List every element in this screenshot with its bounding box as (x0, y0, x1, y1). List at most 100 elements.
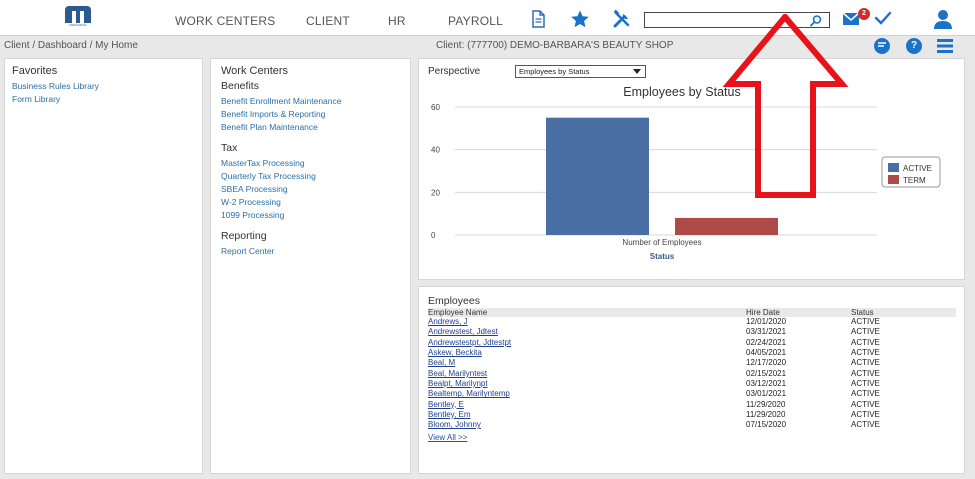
hire-date-cell: 04/05/2021 (746, 348, 787, 358)
employee-name-link-cell: Andrews, J (428, 317, 746, 327)
help-icon[interactable]: ? (906, 38, 922, 54)
employee-name-link[interactable]: Beal, M (428, 358, 456, 368)
employee-name-link[interactable]: Bentley, E (428, 399, 464, 409)
employee-status-cell: ACTIVE (851, 327, 880, 337)
company-logo[interactable]: RESOURCE (62, 5, 94, 31)
nav-work-centers[interactable]: WORK CENTERS (175, 14, 276, 28)
wc-link[interactable]: Benefit Imports & Reporting (221, 109, 326, 119)
annotation-arrow-icon (722, 14, 849, 198)
perspective-label: Perspective (428, 66, 481, 77)
nav-client[interactable]: CLIENT (306, 14, 350, 28)
column-header-name[interactable]: Employee Name (428, 308, 746, 317)
table-row[interactable]: Askew, Beckita 04/05/2021 ACTIVE (428, 348, 956, 358)
table-row[interactable]: Andrewstest, Jdtest 03/31/2021 ACTIVE (428, 327, 956, 337)
employee-name-link[interactable]: Bentley, Em (428, 409, 471, 419)
hire-date-cell: 12/17/2020 (746, 358, 787, 368)
employee-name-link-cell: Beal, Marilyntest (428, 368, 746, 378)
employee-name-link-cell: Bealpt, Marilynpt (428, 379, 746, 389)
employee-name-link-cell: Andrewstest, Jdtest (428, 327, 746, 337)
employee-status-cell: ACTIVE (851, 420, 880, 430)
employees-panel: Employees Employee Name Hire Date Status… (418, 286, 965, 474)
table-row[interactable]: Beal, M 12/17/2020 ACTIVE (428, 358, 956, 368)
employee-status-cell: ACTIVE (851, 348, 880, 358)
wc-link[interactable]: Report Center (221, 246, 275, 256)
tasks-check-icon[interactable] (874, 10, 892, 26)
wc-link[interactable]: Benefit Enrollment Maintenance (221, 96, 342, 106)
employee-name-link[interactable]: Beal, Marilyntest (428, 368, 488, 378)
chart-title: Employees by Status (623, 85, 740, 99)
employee-status-cell: ACTIVE (851, 358, 880, 368)
search-input[interactable] (645, 13, 805, 27)
user-icon[interactable] (934, 9, 952, 29)
hire-date-cell: 02/24/2021 (746, 337, 787, 347)
hire-date-cell: 02/15/2021 (746, 368, 787, 378)
employee-status-cell: ACTIVE (851, 368, 880, 378)
employee-name-link[interactable]: Andrewstestpt, Jdtestpt (428, 337, 512, 347)
breadcrumb[interactable]: Client / Dashboard / My Home (4, 40, 138, 51)
employee-status-cell: ACTIVE (851, 337, 880, 347)
search-icon[interactable] (809, 14, 823, 28)
employees-table: Employee Name Hire Date Status Andrews, … (428, 308, 956, 430)
table-row[interactable]: Bentley, Em 11/29/2020 ACTIVE (428, 410, 956, 420)
column-header-hire-date[interactable]: Hire Date (746, 308, 851, 317)
hire-date-cell: 11/29/2020 (746, 399, 786, 409)
favorite-link-business-rules[interactable]: Business Rules Library (12, 81, 99, 91)
wc-link[interactable]: SBEA Processing (221, 184, 288, 194)
y-tick-label: 40 (431, 146, 440, 155)
nav-payroll[interactable]: PAYROLL (448, 14, 503, 28)
hire-date-cell: 11/29/2020 (746, 409, 786, 419)
column-header-status[interactable]: Status (851, 308, 956, 317)
favorites-panel: Favorites Business Rules Library Form Li… (4, 58, 203, 474)
chevron-down-icon (633, 69, 641, 74)
star-icon[interactable] (570, 9, 590, 29)
bar-active[interactable] (546, 117, 649, 235)
favorites-title: Favorites (12, 65, 58, 77)
view-all-link[interactable]: View All >> (428, 433, 468, 442)
table-header-row: Employee Name Hire Date Status (428, 308, 956, 317)
mail-badge: 2 (858, 8, 870, 20)
table-row[interactable]: Bloom, Johnny 07/15/2020 ACTIVE (428, 420, 956, 430)
employee-name-link-cell: Bentley, Em (428, 410, 746, 420)
table-row[interactable]: Bealtemp, Marilyntemp 03/01/2021 ACTIVE (428, 389, 956, 399)
employee-status-cell: ACTIVE (851, 389, 880, 399)
wc-link[interactable]: W-2 Processing (221, 197, 281, 207)
x-category-label: Number of Employees (622, 238, 701, 247)
employee-name-link[interactable]: Andrewstest, Jdtest (428, 327, 498, 337)
table-row[interactable]: Andrews, J 12/01/2020 ACTIVE (428, 317, 956, 327)
employee-status-cell: ACTIVE (851, 378, 880, 388)
favorite-link-form-library[interactable]: Form Library (12, 94, 61, 104)
perspective-selected: Employees by Status (519, 67, 590, 76)
employee-name-link[interactable]: Askew, Beckita (428, 348, 482, 358)
perspective-select[interactable]: Employees by Status (515, 65, 646, 78)
work-centers-title: Work Centers (221, 65, 289, 77)
menu-list-icon[interactable] (937, 39, 953, 53)
chat-icon[interactable] (874, 38, 890, 54)
wc-link[interactable]: MasterTax Processing (221, 158, 305, 168)
table-row[interactable]: Bealpt, Marilynpt 03/12/2021 ACTIVE (428, 379, 956, 389)
nav-hr[interactable]: HR (388, 14, 406, 28)
hire-date-cell: 03/31/2021 (746, 327, 787, 337)
table-row[interactable]: Beal, Marilyntest 02/15/2021 ACTIVE (428, 368, 956, 378)
y-tick-label: 0 (431, 231, 436, 240)
wc-link[interactable]: Benefit Plan Maintenance (221, 122, 318, 132)
hire-date-cell: 07/15/2020 (746, 420, 787, 430)
section-benefits: Benefits (221, 80, 259, 92)
table-row[interactable]: Bentley, E 11/29/2020 ACTIVE (428, 399, 956, 409)
section-reporting: Reporting (221, 230, 267, 242)
wc-link[interactable]: Quarterly Tax Processing (221, 171, 316, 181)
table-row[interactable]: Andrewstestpt, Jdtestpt 02/24/2021 ACTIVE (428, 338, 956, 348)
logo-text: RESOURCE (69, 23, 87, 27)
document-icon[interactable] (528, 9, 548, 29)
employee-name-link[interactable]: Andrews, J (428, 317, 468, 327)
employee-name-link[interactable]: Bloom, Johnny (428, 420, 481, 430)
employee-name-link[interactable]: Bealtemp, Marilyntemp (428, 389, 510, 399)
legend-swatch (888, 175, 899, 184)
mail-icon[interactable] (842, 11, 862, 27)
employee-name-link[interactable]: Bealpt, Marilynpt (428, 378, 488, 388)
bar-term[interactable] (675, 217, 778, 235)
employee-name-link-cell: Bealtemp, Marilyntemp (428, 389, 746, 399)
x-axis-label: Status (650, 252, 675, 261)
tools-icon[interactable] (612, 9, 632, 29)
wc-link[interactable]: 1099 Processing (221, 210, 285, 220)
employee-name-link-cell: Bloom, Johnny (428, 420, 746, 430)
